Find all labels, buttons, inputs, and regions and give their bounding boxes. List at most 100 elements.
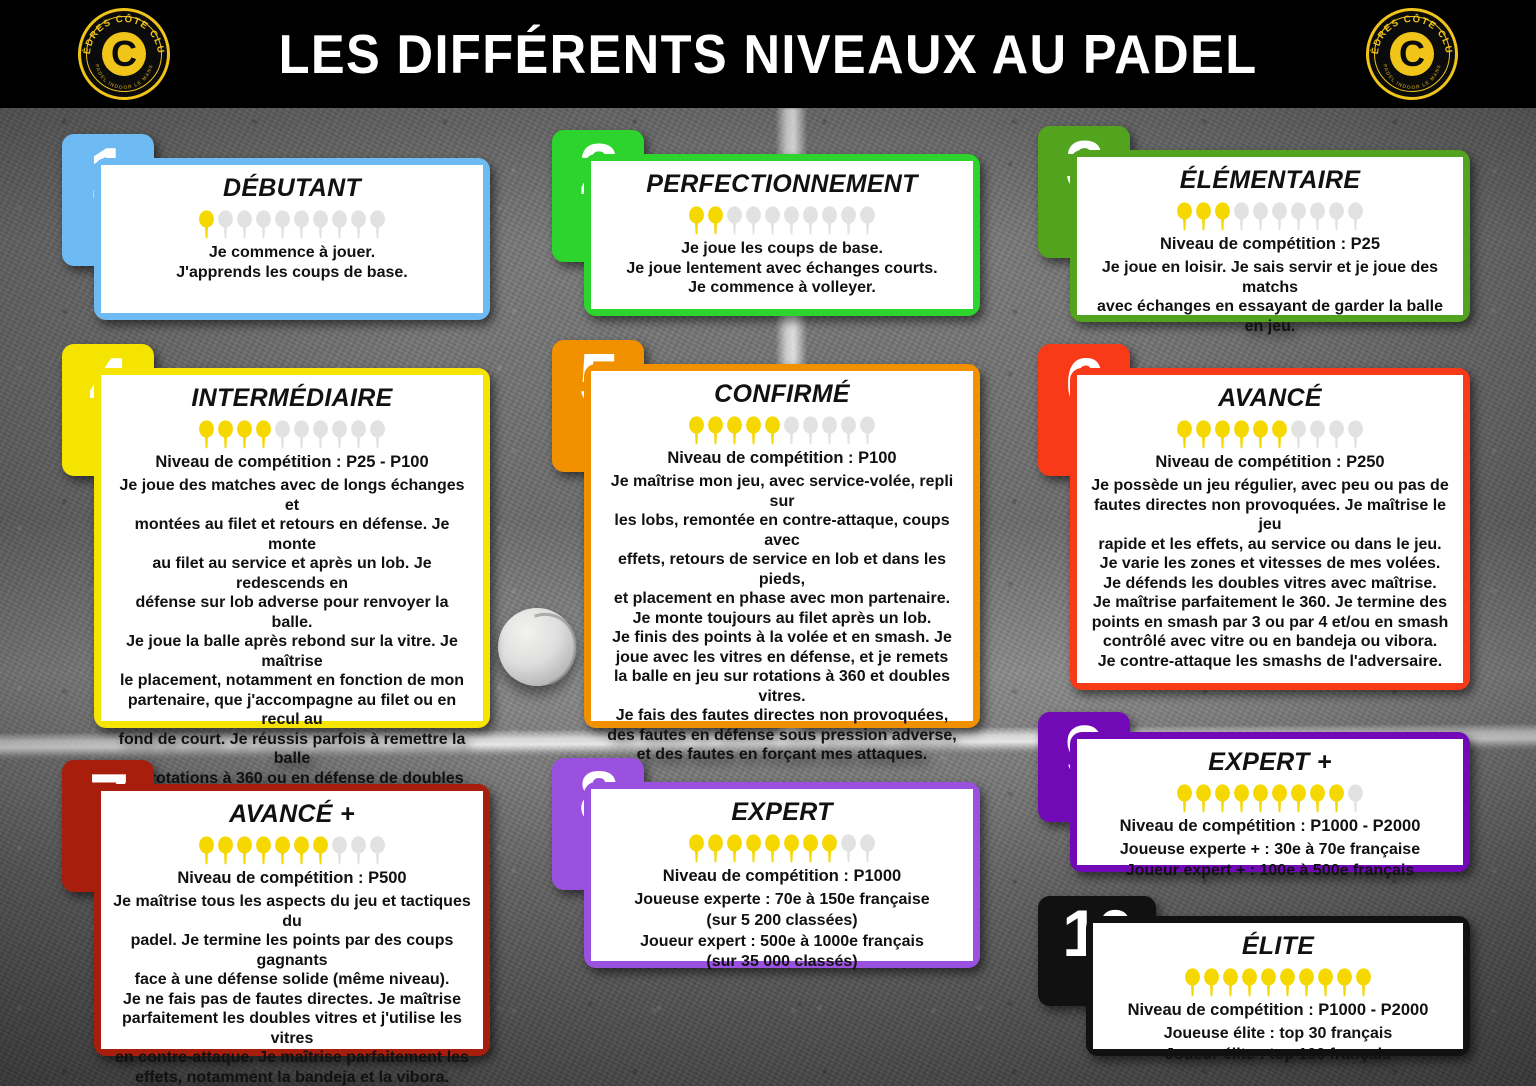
level-description: Je possède un jeu régulier, avec peu ou … xyxy=(1091,477,1449,670)
racket-icon xyxy=(765,834,780,863)
level-title: INTERMÉDIAIRE xyxy=(191,384,393,412)
level-competition: Niveau de compétition : P1000 - P2000 xyxy=(1127,1001,1429,1019)
racket-icon xyxy=(784,416,799,445)
racket-icon xyxy=(1337,968,1352,997)
racket-icon xyxy=(822,206,837,235)
racket-icon xyxy=(841,834,856,863)
racket-icon xyxy=(294,836,309,865)
racket-icon xyxy=(199,210,214,239)
racket-icon xyxy=(313,210,328,239)
level-title: EXPERT xyxy=(731,798,833,826)
racket-icon xyxy=(1348,420,1363,449)
racket-icon xyxy=(1291,784,1306,813)
level-card-8[interactable]: 8 EXPERT Niveau de compétition : P1000 J… xyxy=(552,758,980,970)
racket-icon xyxy=(1185,968,1200,997)
racket-icon xyxy=(256,420,271,449)
racket-icon xyxy=(199,836,214,865)
racket-icon xyxy=(708,416,723,445)
level-description: Je joue en loisir. Je sais servir et je … xyxy=(1097,259,1443,335)
racket-icon xyxy=(822,416,837,445)
level-card-1[interactable]: 1 DÉBUTANT Je commence à jouer. J'appren… xyxy=(62,134,490,320)
racket-icon xyxy=(727,416,742,445)
racket-icon xyxy=(765,206,780,235)
racket-icon xyxy=(351,836,366,865)
level-description: Joueuse experte + : 30e à 70e française … xyxy=(1119,841,1421,879)
racket-icon xyxy=(1215,420,1230,449)
racket-rating xyxy=(1176,783,1364,813)
level-card-body: AVANCÉ Niveau de compétition : P250 Je p… xyxy=(1077,375,1463,683)
racket-icon xyxy=(275,420,290,449)
racket-icon xyxy=(370,420,385,449)
level-card-frame: EXPERT + Niveau de compétition : P1000 -… xyxy=(1070,732,1470,879)
racket-icon xyxy=(1234,420,1249,449)
racket-icon xyxy=(1291,420,1306,449)
racket-icon xyxy=(1253,420,1268,449)
racket-icon xyxy=(351,420,366,449)
racket-icon xyxy=(1329,202,1344,231)
racket-icon xyxy=(1329,784,1344,813)
racket-icon xyxy=(332,420,347,449)
racket-icon xyxy=(784,206,799,235)
racket-icon xyxy=(746,834,761,863)
racket-icon xyxy=(294,210,309,239)
level-card-frame: ÉLÉMENTAIRE Niveau de compétition : P25 … xyxy=(1070,150,1470,335)
level-card-frame: INTERMÉDIAIRE Niveau de compétition : P2… xyxy=(94,368,490,826)
racket-icon xyxy=(1196,202,1211,231)
racket-icon xyxy=(237,836,252,865)
level-card-9[interactable]: 9 EXPERT + Niveau de compétition : P1000… xyxy=(1038,712,1470,879)
level-title: ÉLITE xyxy=(1241,932,1315,960)
racket-icon xyxy=(351,210,366,239)
level-card-3[interactable]: 3 ÉLÉMENTAIRE Niveau de compétition : P2… xyxy=(1038,126,1470,335)
racket-icon xyxy=(199,420,214,449)
level-description: Joueuse experte : 70e à 150e française (… xyxy=(634,891,930,971)
logo-monogram: C xyxy=(111,33,137,74)
racket-icon xyxy=(1318,968,1333,997)
racket-icon xyxy=(1234,202,1249,231)
level-title: DÉBUTANT xyxy=(222,174,362,202)
level-title: CONFIRMÉ xyxy=(714,380,850,408)
level-card-6[interactable]: 6 AVANCÉ Niveau de compétition : P250 Je… xyxy=(1038,344,1470,690)
racket-icon xyxy=(1215,784,1230,813)
racket-icon xyxy=(1272,784,1287,813)
level-description: Je maîtrise tous les aspects du jeu et t… xyxy=(113,893,471,1086)
level-card-body: CONFIRMÉ Niveau de compétition : P100 Je… xyxy=(591,371,973,763)
racket-icon xyxy=(860,206,875,235)
level-card-5[interactable]: 5 CONFIRMÉ Niveau de compétition : P100 … xyxy=(552,340,980,763)
racket-icon xyxy=(332,210,347,239)
racket-icon xyxy=(1272,420,1287,449)
level-description: Je maîtrise mon jeu, avec service-volée,… xyxy=(607,473,957,764)
padel-ball xyxy=(498,608,576,686)
racket-icon xyxy=(1196,420,1211,449)
level-card-body: AVANCÉ + Niveau de compétition : P500 Je… xyxy=(101,791,483,1086)
level-card-4[interactable]: 4 INTERMÉDIAIRE Niveau de compétition : … xyxy=(62,344,490,826)
racket-rating xyxy=(688,205,876,235)
racket-icon xyxy=(746,206,761,235)
racket-icon xyxy=(1196,784,1211,813)
racket-icon xyxy=(1223,968,1238,997)
racket-icon xyxy=(708,206,723,235)
racket-icon xyxy=(803,206,818,235)
level-card-10[interactable]: 10 ÉLITE Niveau de compétition : P1000 -… xyxy=(1038,896,1470,1063)
level-description: Je commence à jouer. J'apprends les coup… xyxy=(176,244,408,281)
racket-rating xyxy=(198,835,386,865)
level-competition: Niveau de compétition : P1000 xyxy=(662,867,902,885)
logo-left: CÈDRES CÔTE CLUB PADEL INDOOR LE MANS C xyxy=(78,8,170,100)
level-card-7[interactable]: 7 AVANCÉ + Niveau de compétition : P500 … xyxy=(62,760,490,1086)
racket-rating xyxy=(688,833,876,863)
level-competition: Niveau de compétition : P1000 - P2000 xyxy=(1119,817,1421,835)
racket-icon xyxy=(256,836,271,865)
racket-icon xyxy=(313,420,328,449)
racket-icon xyxy=(313,836,328,865)
level-description: Je joue les coups de base. Je joue lente… xyxy=(626,240,938,297)
level-description: Je joue des matches avec de longs échang… xyxy=(118,477,466,826)
racket-icon xyxy=(370,210,385,239)
racket-icon xyxy=(1253,202,1268,231)
level-card-frame: EXPERT Niveau de compétition : P1000 Jou… xyxy=(584,782,980,970)
level-competition: Niveau de compétition : P25 - P100 xyxy=(155,453,429,471)
level-card-2[interactable]: 2 PERFECTIONNEMENT Je joue les coups de … xyxy=(552,130,980,316)
logo-disc: C xyxy=(1390,32,1434,76)
racket-icon xyxy=(727,206,742,235)
level-card-frame: ÉLITE Niveau de compétition : P1000 - P2… xyxy=(1086,916,1470,1063)
level-card-frame: PERFECTIONNEMENT Je joue les coups de ba… xyxy=(584,154,980,316)
racket-icon xyxy=(218,836,233,865)
